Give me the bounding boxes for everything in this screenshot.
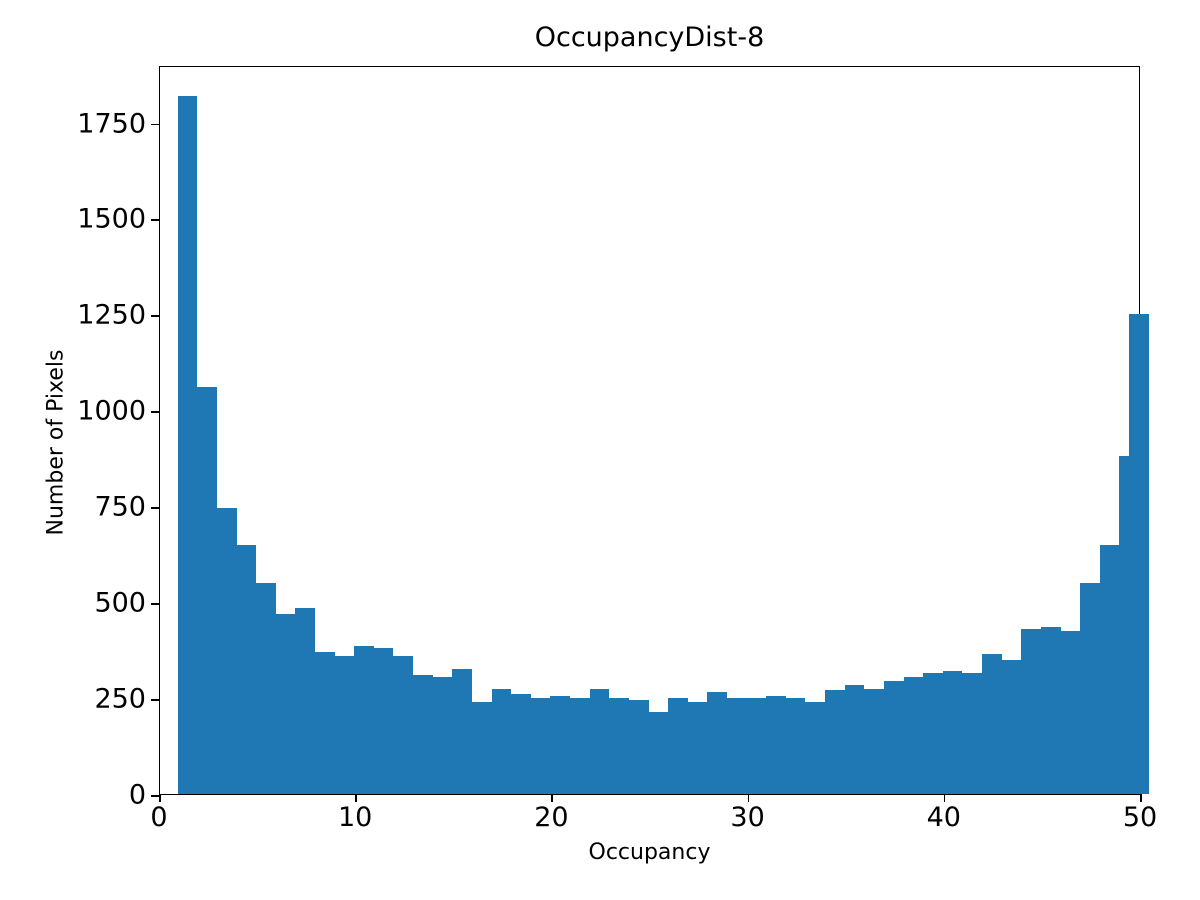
x-tick-mark (551, 794, 553, 802)
histogram-bar (805, 701, 826, 794)
y-tick-mark (151, 507, 159, 509)
histogram-bar (1021, 629, 1041, 794)
x-tick-label: 10 (338, 802, 373, 833)
y-tick-label: 0 (128, 779, 146, 811)
histogram-bar (1040, 627, 1061, 794)
histogram-bar (570, 698, 590, 794)
y-tick-label: 1000 (77, 395, 146, 427)
histogram-bar (1099, 544, 1120, 794)
plot-area (159, 66, 1149, 795)
histogram-bars (160, 67, 1149, 794)
histogram-bar (785, 698, 806, 794)
histogram-bar (452, 669, 472, 794)
histogram-bar (1129, 314, 1149, 794)
x-axis-label: Occupancy (588, 840, 711, 865)
x-tick-mark (159, 794, 161, 802)
y-tick-label: 1500 (77, 203, 146, 235)
y-tick-label: 500 (94, 587, 146, 619)
histogram-bar (550, 696, 571, 794)
histogram-bar (942, 671, 963, 794)
x-tick-label: 30 (730, 802, 765, 833)
y-tick-mark (151, 123, 159, 126)
histogram-bar (177, 95, 198, 794)
histogram-bar (864, 688, 884, 794)
histogram-bar (589, 688, 610, 794)
y-tick-label: 750 (94, 491, 146, 523)
histogram-bar (903, 676, 924, 794)
histogram-bar (314, 652, 335, 794)
y-tick-mark (151, 603, 159, 605)
y-tick-label: 1250 (77, 299, 146, 331)
histogram-bar (373, 648, 394, 794)
x-tick-mark (355, 794, 357, 802)
histogram-bar (1060, 630, 1081, 794)
histogram-bar (491, 688, 512, 794)
histogram-bar (530, 698, 551, 794)
y-tick-mark (151, 315, 159, 317)
histogram-bar (393, 655, 414, 794)
chart-title: OccupancyDist-8 (159, 24, 1140, 51)
x-tick-label: 20 (534, 802, 569, 833)
x-tick-label: 0 (150, 802, 168, 833)
histogram-bar (275, 613, 296, 794)
x-tick-mark (1140, 794, 1142, 802)
histogram-bar (727, 698, 747, 794)
histogram-bar (844, 684, 865, 794)
x-tick-mark (747, 794, 750, 802)
histogram-bar (1119, 456, 1130, 794)
histogram-bar (1080, 582, 1100, 794)
histogram-bar (609, 698, 629, 794)
x-tick-label: 50 (1122, 802, 1158, 833)
histogram-bar (687, 701, 708, 794)
y-tick-mark (151, 699, 159, 701)
x-tick-label: 40 (926, 802, 961, 833)
histogram-bar (883, 680, 904, 794)
histogram-bar (216, 508, 237, 794)
histogram-bar (982, 653, 1002, 794)
histogram-bar (432, 676, 453, 794)
histogram-bar (413, 675, 433, 794)
histogram-bar (707, 692, 727, 794)
histogram-bar (1001, 659, 1022, 794)
histogram-bar (354, 646, 374, 794)
y-tick-label: 1750 (77, 108, 146, 140)
histogram-bar (511, 694, 531, 794)
histogram-bar (334, 655, 355, 794)
histogram-bar (766, 696, 786, 794)
histogram-bar (825, 690, 845, 794)
histogram-bar (668, 698, 688, 794)
y-axis-label: Number of Pixels (43, 349, 69, 536)
histogram-bar (923, 673, 943, 794)
histogram-bar (962, 673, 983, 794)
histogram-bar (197, 387, 217, 794)
y-tick-mark (151, 219, 159, 222)
histogram-bar (236, 544, 257, 794)
histogram-bar (648, 711, 669, 794)
chart-title-text: OccupancyDist-8 (534, 22, 765, 53)
y-tick-mark (151, 411, 159, 413)
histogram-bar (256, 582, 276, 794)
histogram-bar (746, 698, 767, 794)
y-tick-mark (151, 795, 159, 797)
histogram-bar (471, 701, 492, 794)
y-tick-label: 250 (94, 683, 146, 715)
histogram-bar (628, 700, 649, 794)
x-tick-mark (943, 794, 946, 802)
histogram-bar (295, 607, 315, 794)
